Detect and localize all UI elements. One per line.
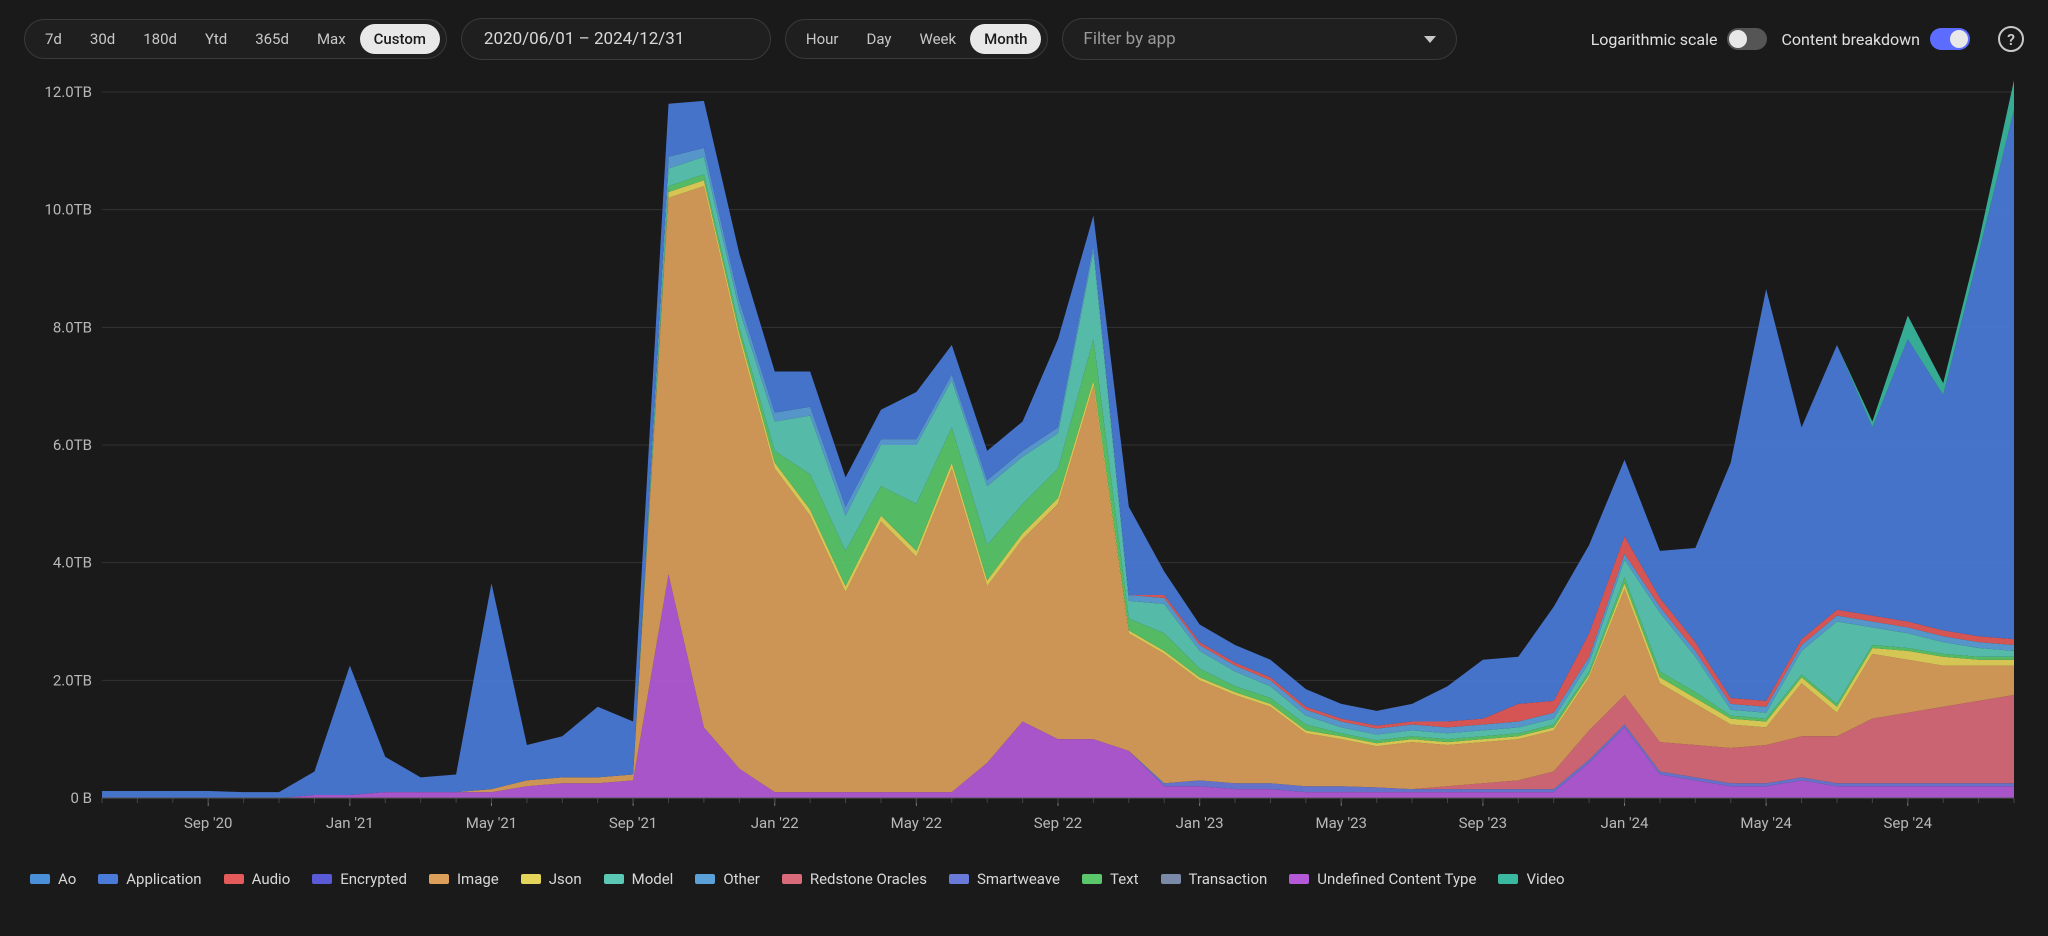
svg-text:4.0TB: 4.0TB — [53, 554, 92, 572]
svg-text:Jan '23: Jan '23 — [1176, 814, 1224, 832]
legend-item-json[interactable]: Json — [521, 870, 582, 888]
legend-swatch — [949, 874, 969, 884]
svg-text:May '22: May '22 — [891, 814, 942, 832]
svg-text:May '21: May '21 — [466, 814, 517, 832]
legend-label: Transaction — [1189, 870, 1268, 888]
legend-item-ao[interactable]: Ao — [30, 870, 76, 888]
legend-swatch — [1082, 874, 1102, 884]
legend-label: Video — [1526, 870, 1564, 888]
legend-item-smartweave[interactable]: Smartweave — [949, 870, 1060, 888]
granularity-group: HourDayWeekMonth — [785, 19, 1049, 59]
chart-legend: Ao Application Audio Encrypted Image Json Mode… — [0, 858, 2048, 888]
legend-item-audio[interactable]: Audio — [224, 870, 291, 888]
svg-text:Jan '22: Jan '22 — [751, 814, 799, 832]
range-preset-30d[interactable]: 30d — [76, 24, 129, 54]
legend-label: Encrypted — [340, 870, 407, 888]
legend-swatch — [429, 874, 449, 884]
legend-label: Model — [632, 870, 674, 888]
svg-text:Sep '23: Sep '23 — [1459, 814, 1508, 832]
legend-label: Smartweave — [977, 870, 1060, 888]
svg-text:10.0TB: 10.0TB — [44, 201, 92, 219]
range-preset-ytd[interactable]: Ytd — [191, 24, 241, 54]
svg-text:May '24: May '24 — [1740, 814, 1792, 832]
range-preset-group: 7d30d180dYtd365dMaxCustom — [24, 19, 447, 59]
legend-item-transaction[interactable]: Transaction — [1161, 870, 1268, 888]
legend-label: Image — [457, 870, 499, 888]
legend-label: Audio — [252, 870, 291, 888]
granularity-hour[interactable]: Hour — [792, 24, 853, 54]
legend-item-model[interactable]: Model — [604, 870, 674, 888]
legend-label: Undefined Content Type — [1317, 870, 1476, 888]
legend-item-redstone[interactable]: Redstone Oracles — [782, 870, 927, 888]
date-range-input[interactable]: 2020/06/01 – 2024/12/31 — [461, 18, 771, 60]
legend-swatch — [224, 874, 244, 884]
toolbar: 7d30d180dYtd365dMaxCustom 2020/06/01 – 2… — [0, 0, 2048, 70]
content-breakdown-toggle[interactable]: Content breakdown — [1781, 28, 1970, 50]
granularity-week[interactable]: Week — [906, 24, 971, 54]
svg-text:Sep '22: Sep '22 — [1034, 814, 1083, 832]
svg-text:6.0TB: 6.0TB — [53, 436, 92, 454]
legend-swatch — [521, 874, 541, 884]
chevron-down-icon — [1424, 36, 1436, 43]
legend-swatch — [30, 874, 50, 884]
range-preset-7d[interactable]: 7d — [31, 24, 76, 54]
legend-swatch — [1161, 874, 1181, 884]
help-icon[interactable]: ? — [1998, 26, 2024, 52]
legend-swatch — [695, 874, 715, 884]
legend-item-other[interactable]: Other — [695, 870, 760, 888]
svg-text:12.0TB: 12.0TB — [44, 83, 92, 101]
switch-content-breakdown[interactable] — [1930, 28, 1970, 50]
legend-label: Text — [1110, 870, 1139, 888]
svg-text:0 B: 0 B — [71, 789, 93, 807]
legend-label: Redstone Oracles — [810, 870, 927, 888]
log-scale-label: Logarithmic scale — [1591, 30, 1718, 49]
legend-item-undefined[interactable]: Undefined Content Type — [1289, 870, 1476, 888]
stacked-area-chart: 0 B 2.0TB 4.0TB 6.0TB 8.0TB 10.0TB 12.0TB Sep '… — [24, 78, 2024, 858]
granularity-day[interactable]: Day — [853, 24, 906, 54]
legend-item-text[interactable]: Text — [1082, 870, 1139, 888]
legend-swatch — [312, 874, 332, 884]
svg-text:2.0TB: 2.0TB — [53, 671, 92, 689]
legend-swatch — [604, 874, 624, 884]
filter-placeholder: Filter by app — [1083, 29, 1175, 49]
legend-item-application[interactable]: Application — [98, 870, 201, 888]
filter-by-app-select[interactable]: Filter by app — [1062, 18, 1457, 60]
content-breakdown-label: Content breakdown — [1781, 30, 1920, 49]
legend-label: Other — [723, 870, 760, 888]
range-preset-365d[interactable]: 365d — [241, 24, 303, 54]
range-preset-max[interactable]: Max — [303, 24, 360, 54]
chart-area: 0 B 2.0TB 4.0TB 6.0TB 8.0TB 10.0TB 12.0TB Sep '… — [24, 78, 2024, 858]
legend-item-image[interactable]: Image — [429, 870, 499, 888]
svg-text:8.0TB: 8.0TB — [53, 318, 92, 336]
legend-label: Json — [549, 870, 582, 888]
legend-label: Application — [126, 870, 201, 888]
svg-text:Sep '24: Sep '24 — [1884, 814, 1933, 832]
legend-item-video[interactable]: Video — [1498, 870, 1564, 888]
legend-swatch — [1498, 874, 1518, 884]
legend-swatch — [1289, 874, 1309, 884]
svg-text:Sep '20: Sep '20 — [184, 814, 233, 832]
svg-text:Jan '24: Jan '24 — [1601, 814, 1649, 832]
svg-text:May '23: May '23 — [1316, 814, 1367, 832]
log-scale-toggle[interactable]: Logarithmic scale — [1591, 28, 1768, 50]
range-preset-custom[interactable]: Custom — [360, 24, 440, 54]
legend-swatch — [98, 874, 118, 884]
svg-text:Sep '21: Sep '21 — [609, 814, 658, 832]
legend-swatch — [782, 874, 802, 884]
legend-item-encrypted[interactable]: Encrypted — [312, 870, 407, 888]
switch-log-scale[interactable] — [1727, 28, 1767, 50]
legend-label: Ao — [58, 870, 76, 888]
granularity-month[interactable]: Month — [970, 24, 1041, 54]
svg-text:Jan '21: Jan '21 — [326, 814, 374, 832]
range-preset-180d[interactable]: 180d — [129, 24, 191, 54]
